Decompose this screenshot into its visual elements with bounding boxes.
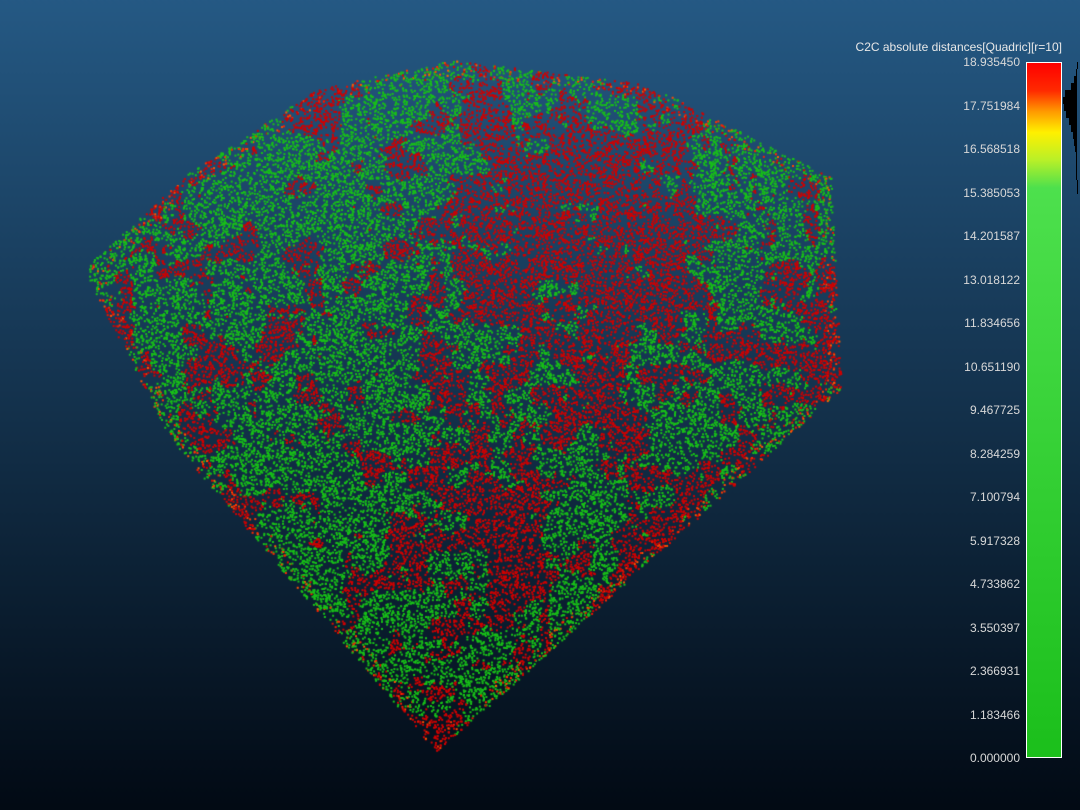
histogram-bar — [1076, 152, 1077, 159]
histogram-bar — [1064, 104, 1077, 111]
histogram-bar — [1075, 146, 1077, 153]
histogram-bar — [1076, 159, 1077, 166]
colorbar-tick: 5.917328 — [910, 534, 1020, 548]
histogram-bar — [1071, 125, 1077, 132]
colorbar-tick: 18.935450 — [910, 55, 1020, 69]
histogram-bar — [1076, 166, 1077, 173]
histogram-bar — [1076, 173, 1077, 180]
colorbar-tick: 1.183466 — [910, 708, 1020, 722]
histogram-bar — [1074, 139, 1077, 146]
colorbar-tick: 11.834656 — [910, 316, 1020, 330]
histogram-bar — [1071, 83, 1077, 90]
colorbar-tick: 16.568518 — [910, 142, 1020, 156]
colorbar-tick: 8.284259 — [910, 447, 1020, 461]
colorbar-tick: 3.550397 — [910, 621, 1020, 635]
colorbar-tick: 2.366931 — [910, 664, 1020, 678]
colorbar-tick: 4.733862 — [910, 577, 1020, 591]
histogram-bar — [1069, 118, 1077, 125]
colorbar-tick: 15.385053 — [910, 186, 1020, 200]
legend-title: C2C absolute distances[Quadric][r=10] — [856, 40, 1062, 54]
colorbar-tick: 14.201587 — [910, 229, 1020, 243]
colorbar-tick: 17.751984 — [910, 99, 1020, 113]
colorbar-tick: 10.651190 — [910, 360, 1020, 374]
histogram-bar — [1074, 76, 1077, 83]
histogram-bar — [1065, 90, 1077, 97]
colorbar-tick: 7.100794 — [910, 490, 1020, 504]
histogram-bar — [1073, 132, 1077, 139]
histogram-bar — [1066, 111, 1077, 118]
colorbar — [1026, 62, 1062, 758]
histogram-bar — [1063, 97, 1077, 104]
colorbar-ticks: 18.93545017.75198416.56851815.38505314.2… — [910, 62, 1020, 758]
colorbar-tick: 0.000000 — [910, 751, 1020, 765]
histogram-bar — [1076, 69, 1077, 76]
colorbar-gradient — [1027, 63, 1061, 757]
3d-viewport[interactable]: C2C absolute distances[Quadric][r=10] 18… — [0, 0, 1080, 810]
colorbar-tick: 13.018122 — [910, 273, 1020, 287]
histogram — [1063, 62, 1077, 758]
colorbar-tick: 9.467725 — [910, 403, 1020, 417]
